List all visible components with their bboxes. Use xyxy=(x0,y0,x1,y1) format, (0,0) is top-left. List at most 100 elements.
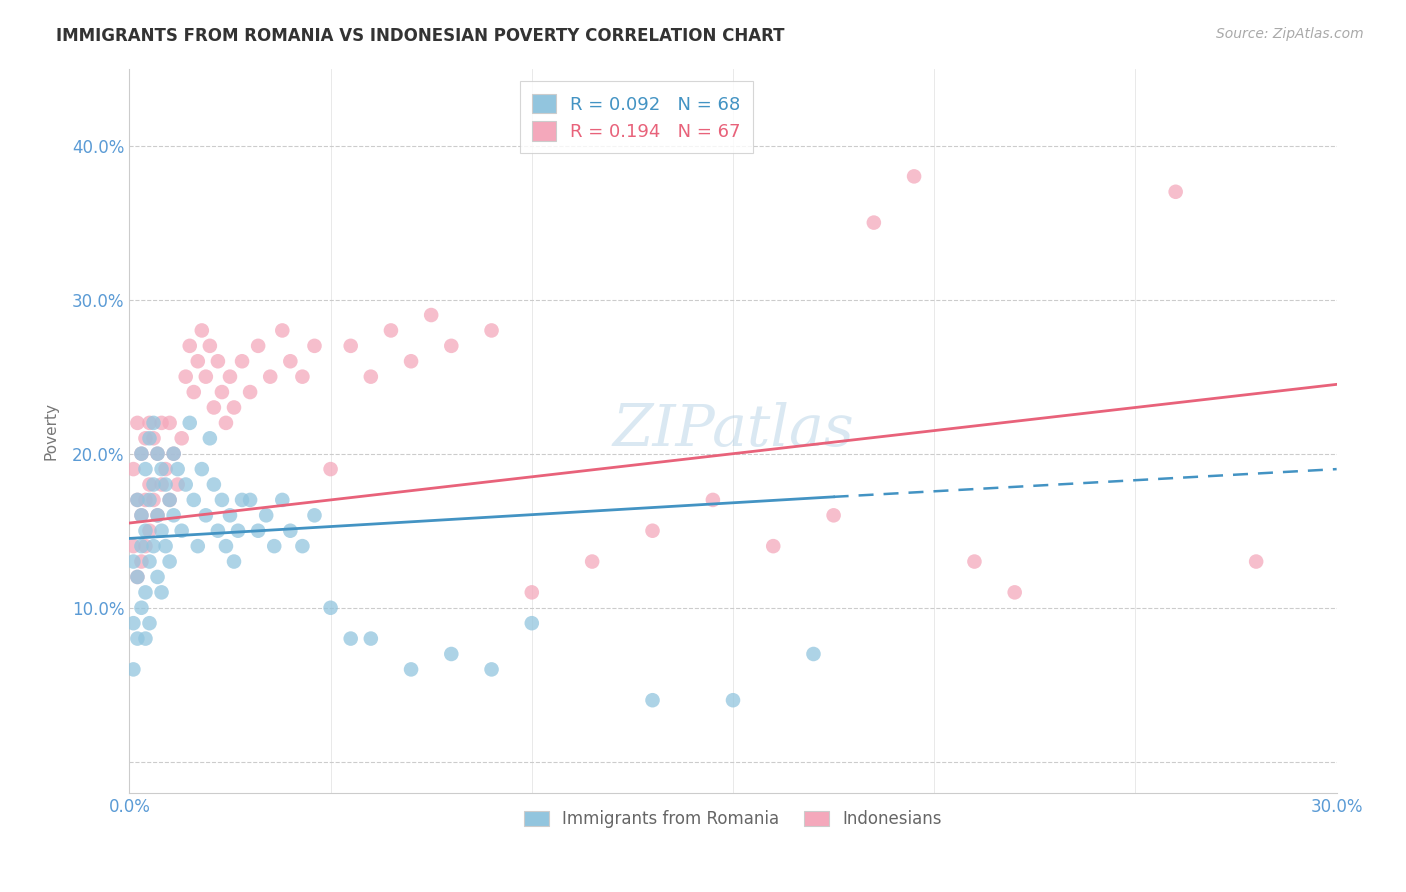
Point xyxy=(162,447,184,461)
Point xyxy=(191,462,214,476)
Point xyxy=(134,585,156,599)
Point xyxy=(122,555,145,569)
Point xyxy=(194,369,217,384)
Point xyxy=(122,662,145,676)
Point xyxy=(215,416,238,430)
Point xyxy=(360,632,382,646)
Point xyxy=(803,647,825,661)
Point xyxy=(138,492,160,507)
Point xyxy=(150,585,173,599)
Point xyxy=(721,693,744,707)
Point xyxy=(903,169,925,184)
Point xyxy=(179,339,201,353)
Point xyxy=(127,570,149,584)
Point xyxy=(159,555,181,569)
Point xyxy=(138,555,160,569)
Point xyxy=(142,477,165,491)
Legend: Immigrants from Romania, Indonesians: Immigrants from Romania, Indonesians xyxy=(517,804,949,835)
Point xyxy=(127,492,149,507)
Point xyxy=(222,555,245,569)
Point xyxy=(278,354,301,368)
Point xyxy=(138,416,160,430)
Point xyxy=(150,462,173,476)
Point xyxy=(254,508,277,523)
Point xyxy=(198,431,221,445)
Point xyxy=(183,492,205,507)
Point xyxy=(1004,585,1026,599)
Point xyxy=(155,462,177,476)
Point xyxy=(291,539,314,553)
Point xyxy=(1244,555,1267,569)
Point xyxy=(211,385,233,400)
Point xyxy=(122,462,145,476)
Point xyxy=(138,524,160,538)
Point xyxy=(191,323,214,337)
Point xyxy=(146,570,169,584)
Point xyxy=(231,354,253,368)
Point xyxy=(319,462,342,476)
Y-axis label: Poverty: Poverty xyxy=(44,401,58,459)
Point xyxy=(127,632,149,646)
Point xyxy=(863,216,886,230)
Point xyxy=(174,369,197,384)
Point xyxy=(131,508,153,523)
Point xyxy=(138,431,160,445)
Point xyxy=(179,416,201,430)
Point xyxy=(142,492,165,507)
Point xyxy=(207,524,229,538)
Point xyxy=(194,508,217,523)
Point xyxy=(134,539,156,553)
Point xyxy=(146,447,169,461)
Point xyxy=(138,477,160,491)
Text: IMMIGRANTS FROM ROMANIA VS INDONESIAN POVERTY CORRELATION CHART: IMMIGRANTS FROM ROMANIA VS INDONESIAN PO… xyxy=(56,27,785,45)
Point xyxy=(131,447,153,461)
Point xyxy=(641,693,664,707)
Text: Source: ZipAtlas.com: Source: ZipAtlas.com xyxy=(1216,27,1364,41)
Point xyxy=(131,447,153,461)
Point xyxy=(166,462,188,476)
Point xyxy=(146,508,169,523)
Point xyxy=(134,632,156,646)
Point xyxy=(150,416,173,430)
Point xyxy=(823,508,845,523)
Point xyxy=(146,508,169,523)
Point xyxy=(481,662,503,676)
Point xyxy=(380,323,402,337)
Point xyxy=(271,492,294,507)
Point xyxy=(198,339,221,353)
Point xyxy=(122,539,145,553)
Point xyxy=(131,555,153,569)
Point xyxy=(127,570,149,584)
Point xyxy=(641,524,664,538)
Point xyxy=(155,539,177,553)
Point xyxy=(762,539,785,553)
Point xyxy=(159,492,181,507)
Point xyxy=(963,555,986,569)
Point xyxy=(131,508,153,523)
Point xyxy=(174,477,197,491)
Point xyxy=(215,539,238,553)
Point xyxy=(239,385,262,400)
Point xyxy=(291,369,314,384)
Point xyxy=(159,492,181,507)
Text: ZIPatlas: ZIPatlas xyxy=(612,402,853,458)
Point xyxy=(131,600,153,615)
Point xyxy=(202,477,225,491)
Point xyxy=(481,323,503,337)
Point xyxy=(150,524,173,538)
Point xyxy=(170,524,193,538)
Point xyxy=(222,401,245,415)
Point xyxy=(138,616,160,631)
Point xyxy=(581,555,603,569)
Point xyxy=(440,339,463,353)
Point xyxy=(166,477,188,491)
Point xyxy=(339,632,361,646)
Point xyxy=(702,492,724,507)
Point xyxy=(520,616,543,631)
Point xyxy=(162,508,184,523)
Point xyxy=(226,524,249,538)
Point xyxy=(170,431,193,445)
Point xyxy=(1164,185,1187,199)
Point xyxy=(319,600,342,615)
Point xyxy=(159,416,181,430)
